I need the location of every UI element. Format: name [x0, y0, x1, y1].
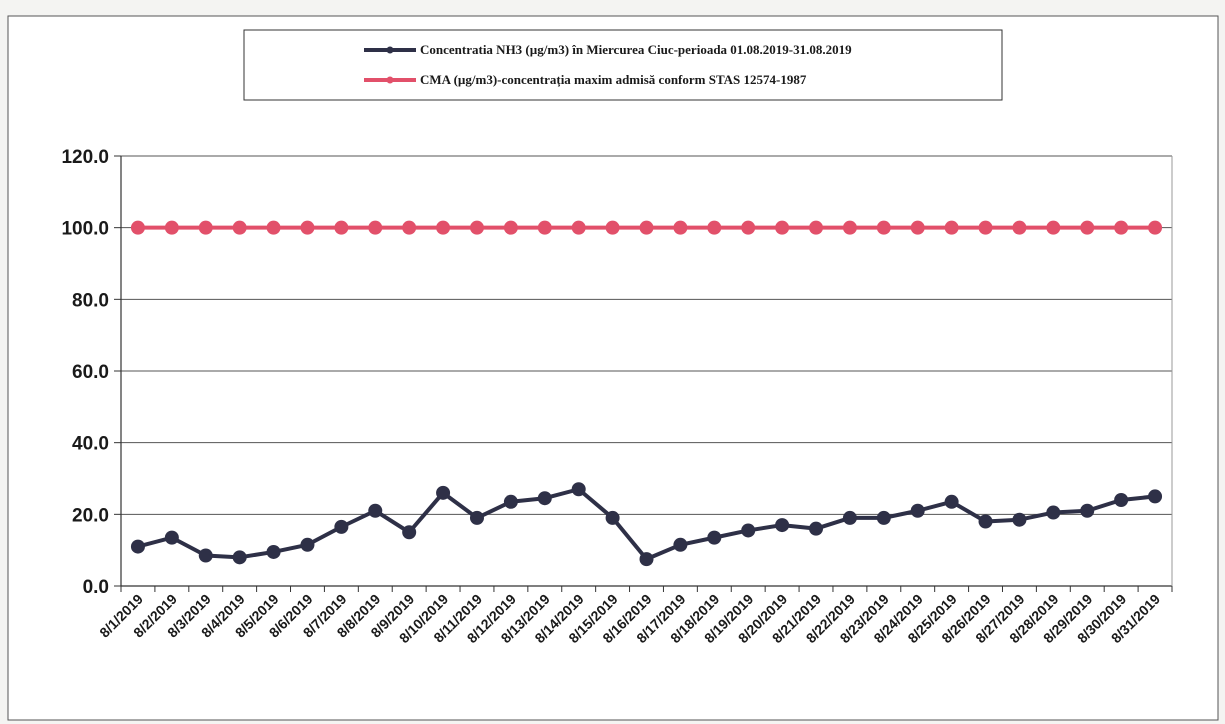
- data-point: [537, 220, 552, 235]
- series-0: [130, 482, 1163, 567]
- data-point: [130, 220, 145, 235]
- data-point: [1080, 220, 1095, 235]
- data-point: [164, 220, 179, 235]
- data-point: [775, 518, 790, 533]
- data-point: [571, 482, 586, 497]
- series: [130, 220, 1163, 567]
- data-point: [469, 220, 484, 235]
- data-point: [300, 537, 315, 552]
- data-point: [300, 220, 315, 235]
- data-point: [639, 552, 654, 567]
- data-point: [232, 550, 247, 565]
- data-point: [741, 523, 756, 538]
- data-point: [334, 220, 349, 235]
- data-point: [436, 220, 451, 235]
- data-point: [1114, 220, 1129, 235]
- y-tick-label: 0.0: [83, 577, 109, 598]
- data-point: [944, 220, 959, 235]
- legend-marker-cma: [386, 76, 394, 84]
- data-point: [842, 510, 857, 525]
- data-point: [605, 510, 620, 525]
- data-point: [571, 220, 586, 235]
- data-point: [910, 503, 925, 518]
- data-point: [1012, 220, 1027, 235]
- data-point: [1148, 489, 1163, 504]
- y-tick-label: 20.0: [72, 505, 109, 526]
- data-point: [1114, 493, 1129, 507]
- legend-label-nh3: Concentratia NH3 (µg/m3) în Miercurea Ci…: [420, 42, 852, 57]
- data-point: [876, 510, 891, 525]
- data-point: [334, 519, 349, 534]
- data-point: [707, 530, 722, 545]
- y-axis-ticks: 0.0 20.0 40.0 60.0 80.0 100.0 120.0: [61, 147, 109, 598]
- legend-marker-nh3: [386, 46, 394, 54]
- data-point: [978, 514, 993, 529]
- data-point: [605, 220, 620, 235]
- data-point: [1046, 220, 1061, 235]
- data-point: [910, 220, 925, 235]
- data-point: [266, 544, 281, 559]
- y-tick-label: 120.0: [61, 147, 109, 168]
- data-point: [402, 525, 417, 540]
- data-point: [842, 220, 857, 235]
- data-point: [741, 220, 756, 235]
- data-point: [130, 539, 145, 554]
- data-point: [1148, 220, 1163, 235]
- y-tick-label: 100.0: [61, 219, 109, 240]
- data-point: [368, 503, 383, 518]
- series-1: [130, 220, 1163, 235]
- data-point: [1046, 505, 1061, 520]
- data-point: [232, 220, 247, 235]
- legend: Concentratia NH3 (µg/m3) în Miercurea Ci…: [243, 29, 1003, 101]
- chart-frame: [7, 15, 1219, 721]
- data-point: [876, 220, 891, 235]
- legend-box: [243, 29, 1003, 101]
- data-point: [436, 485, 451, 500]
- data-point: [537, 491, 552, 506]
- data-point: [266, 220, 281, 235]
- data-point: [1012, 512, 1027, 527]
- data-point: [673, 537, 688, 552]
- data-point: [639, 220, 654, 235]
- data-point: [198, 220, 213, 235]
- data-point: [809, 521, 824, 536]
- axes: [114, 155, 1173, 592]
- data-point: [469, 510, 484, 525]
- data-point: [1080, 503, 1095, 518]
- data-point: [673, 220, 688, 235]
- data-point: [368, 220, 383, 235]
- data-point: [809, 220, 824, 235]
- data-point: [198, 548, 213, 563]
- data-point: [503, 220, 518, 235]
- y-tick-label: 40.0: [72, 434, 109, 455]
- data-point: [707, 220, 722, 235]
- data-point: [164, 530, 179, 545]
- y-tick-label: 80.0: [72, 290, 109, 311]
- data-point: [775, 220, 790, 235]
- data-point: [978, 220, 993, 235]
- legend-entry-nh3: Concentratia NH3 (µg/m3) în Miercurea Ci…: [364, 42, 852, 57]
- data-point: [503, 494, 518, 509]
- data-point: [402, 220, 417, 235]
- legend-label-cma: CMA (µg/m3)-concentrația maxim admisă co…: [420, 72, 807, 88]
- data-point: [944, 494, 959, 509]
- legend-entry-cma: CMA (µg/m3)-concentrația maxim admisă co…: [364, 72, 807, 88]
- y-tick-label: 60.0: [72, 362, 109, 383]
